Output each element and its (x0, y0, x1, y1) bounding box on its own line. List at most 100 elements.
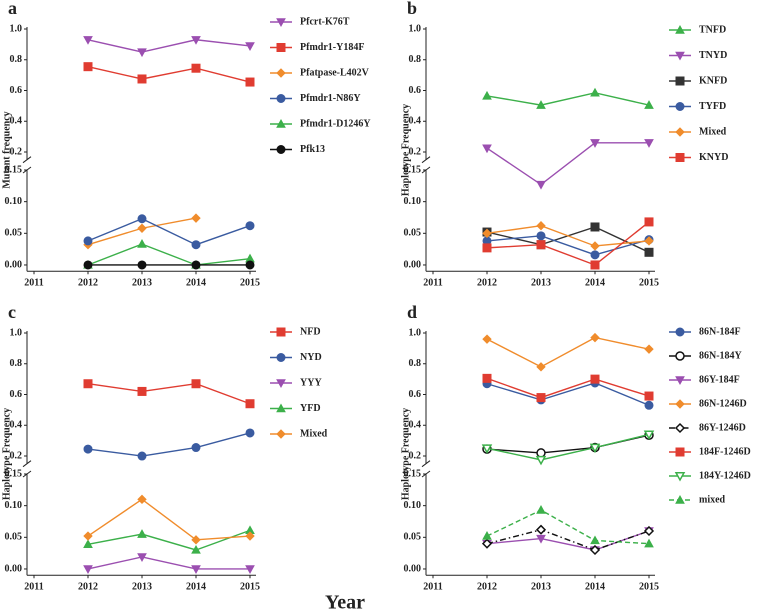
y-tick-label: 0.6 (409, 389, 422, 400)
marker (83, 444, 93, 454)
x-tick-label: 2011 (423, 582, 442, 593)
marker (590, 332, 600, 343)
y-tick-label: 0.15 (5, 468, 23, 479)
panel-label: d (407, 302, 417, 322)
marker (536, 180, 546, 190)
legend-label: YYY (300, 377, 322, 388)
series-line (486, 224, 650, 247)
y-tick-label: 0.8 (10, 54, 23, 65)
series-line (486, 226, 650, 253)
y-tick-label: 0.2 (10, 146, 23, 157)
marker (536, 505, 546, 514)
marker (536, 240, 546, 250)
marker (276, 94, 286, 103)
marker (675, 447, 685, 457)
marker (481, 444, 493, 454)
x-axis-label: Year (325, 592, 365, 614)
marker (482, 144, 492, 154)
legend-label: 184F-1246D (699, 446, 751, 457)
legend-label: Mixed (300, 428, 328, 439)
marker (674, 422, 686, 434)
marker (644, 139, 654, 148)
marker (137, 553, 147, 562)
series-line (87, 65, 251, 83)
marker (191, 260, 201, 270)
x-tick-label: 2013 (132, 278, 152, 289)
legend-label: 184Y-1246D (699, 470, 751, 481)
legend-label: YFD (300, 403, 321, 414)
y-axis-label: Mutant frequency (1, 111, 12, 188)
legend-label: Pfmdr1-Y184F (300, 42, 364, 53)
marker (675, 399, 685, 409)
marker (644, 344, 654, 354)
y-axis-label: Haplotype Frequency (400, 104, 411, 196)
legend-label: Pfmdr1-D1246Y (300, 118, 371, 129)
legend-label: Pfatpase-L402V (300, 67, 370, 78)
series-line (87, 432, 251, 457)
legend-label: KNFD (699, 75, 727, 86)
marker (83, 236, 93, 246)
marker (590, 241, 600, 251)
x-tick-label: 2013 (531, 278, 551, 289)
marker (245, 565, 255, 574)
marker (191, 535, 201, 545)
legend-label: KNYD (699, 152, 728, 163)
marker (137, 48, 147, 58)
marker (83, 36, 93, 45)
marker (482, 243, 492, 253)
marker (276, 379, 286, 389)
legend-label: NFD (300, 326, 321, 337)
legend-label: 86Y-184F (699, 374, 740, 385)
y-tick-label: 0.00 (404, 259, 422, 270)
marker (675, 76, 685, 86)
marker (83, 539, 93, 548)
marker (590, 87, 600, 97)
marker (644, 391, 654, 401)
x-tick-label: 2014 (186, 278, 206, 289)
marker (191, 213, 201, 223)
series-line (87, 383, 251, 405)
marker (83, 260, 93, 270)
marker (83, 565, 93, 574)
y-tick-label: 0.15 (404, 164, 422, 175)
marker (536, 100, 546, 109)
y-axis-label: Haplotype Frequency (1, 408, 12, 500)
axis-break (22, 460, 32, 468)
x-tick-label: 2012 (78, 278, 98, 289)
axis-break (22, 156, 32, 164)
series-line (486, 235, 650, 256)
y-tick-label: 0.05 (404, 228, 422, 239)
marker (536, 231, 546, 241)
legend-label: 86N-184Y (699, 350, 743, 361)
marker (276, 145, 286, 154)
y-tick-label: 0.6 (409, 85, 422, 96)
x-tick-label: 2014 (585, 278, 605, 289)
x-tick-label: 2013 (531, 582, 551, 593)
legend-label: 86N-184F (699, 326, 741, 337)
marker (590, 260, 600, 270)
x-tick-label: 2012 (477, 278, 497, 289)
marker (674, 472, 686, 482)
series-line (486, 433, 650, 461)
marker (590, 374, 600, 384)
y-tick-label: 0.10 (404, 500, 422, 511)
legend-label: TNYD (699, 50, 727, 61)
marker (590, 222, 600, 232)
marker (675, 127, 685, 137)
series-line (486, 528, 650, 551)
y-tick-label: 0.4 (10, 116, 23, 127)
y-axis-label: Haplotype Frequency (400, 408, 411, 500)
series-line (486, 377, 650, 399)
marker (675, 327, 685, 337)
panel-label: b (407, 0, 417, 18)
y-tick-label: 0.00 (404, 563, 422, 574)
marker (589, 544, 601, 556)
marker (191, 565, 201, 574)
series-line (486, 530, 650, 551)
marker (535, 455, 547, 466)
y-tick-label: 0.05 (404, 532, 422, 543)
y-tick-label: 0.8 (409, 54, 422, 65)
marker (644, 247, 654, 257)
x-tick-label: 2014 (585, 582, 605, 593)
